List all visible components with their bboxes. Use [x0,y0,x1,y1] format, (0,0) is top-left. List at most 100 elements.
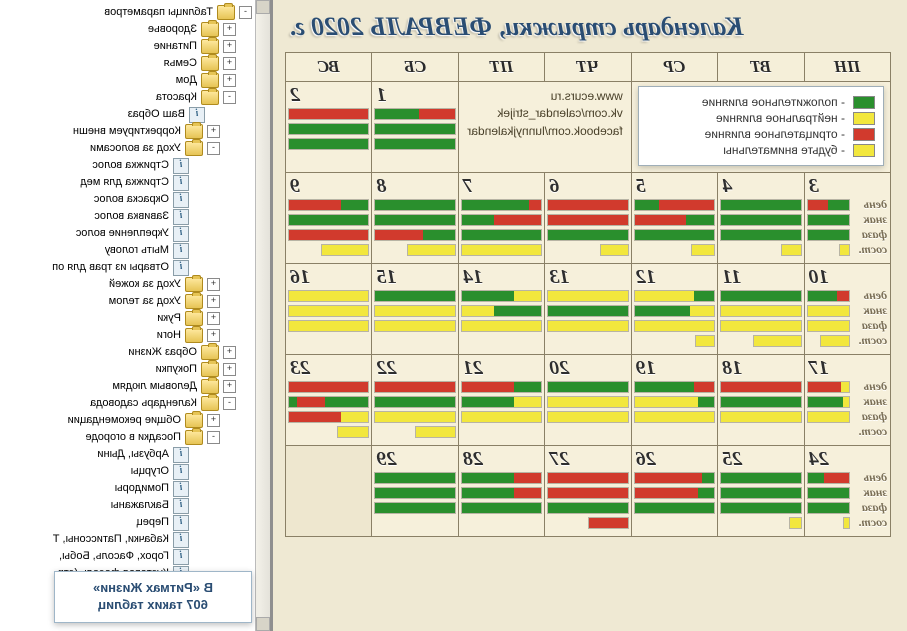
day-cell[interactable]: 26 [631,446,717,537]
expander-icon[interactable]: + [223,346,236,359]
expander-icon[interactable]: + [223,23,236,36]
day-cell[interactable]: 27 [545,446,631,537]
tree-folder[interactable]: +Уход за кожей [4,276,252,293]
expander-icon[interactable]: + [207,295,220,308]
bar-row [547,305,628,317]
tree-item[interactable]: Ваш Образ [4,106,252,123]
tree-item[interactable]: Отвары из трав для оп [4,259,252,276]
tree-folder[interactable]: -Посадки в огороде [4,429,252,446]
source-link[interactable]: vk.com/calendar_strijek [467,105,622,122]
day-cell[interactable]: 1 [372,82,458,173]
sidebar-scrollbar[interactable] [255,0,270,631]
source-link[interactable]: www.ecurs.ru [467,88,622,105]
tree-item[interactable]: Мыть голову [4,242,252,259]
tree-folder[interactable]: +Семья [4,55,252,72]
expander-icon[interactable]: + [207,312,220,325]
day-cell[interactable]: 6 [545,173,631,264]
expander-icon[interactable]: + [223,40,236,53]
tree-folder[interactable]: +Уход за телом [4,293,252,310]
day-cell[interactable]: 4 [718,173,804,264]
folder-icon [185,328,203,343]
bar-segment [698,397,714,407]
bars [634,472,715,517]
info-icon [173,498,189,514]
day-cell[interactable]: 18 [718,355,804,446]
tree-label: Руки [157,310,181,327]
tree-item[interactable]: Кабачки, Патиссоны, Т [4,531,252,548]
day-cell[interactable]: 11 [718,264,804,355]
tree-item[interactable]: Окраска волос [4,191,252,208]
expander-icon[interactable]: + [207,125,220,138]
day-cell[interactable]: 8 [372,173,458,264]
info-icon [173,209,189,225]
expander-icon[interactable]: - [207,142,220,155]
expander-icon[interactable]: - [223,91,236,104]
bar-row [374,123,455,135]
tree-folder[interactable]: +Образ Жизни [4,344,252,361]
expander-icon[interactable]: + [207,414,220,427]
day-cell[interactable]: 20 [545,355,631,446]
tree-label: Отвары из трав для оп [52,259,169,276]
tree-folder[interactable]: +Здоровье [4,21,252,38]
tree-folder[interactable]: +Деловым людям [4,378,252,395]
tree-folder[interactable]: + Руки [4,310,252,327]
expander-icon[interactable]: - [223,397,236,410]
bar-row [807,381,850,393]
day-cell[interactable]: 12 [631,264,717,355]
tree-item[interactable]: Стрижка волос [4,157,252,174]
expander-icon[interactable]: + [223,57,236,70]
day-cell[interactable]: 9 [286,173,372,264]
day-cell[interactable]: 16 [286,264,372,355]
tree-item[interactable]: Помидоры [4,480,252,497]
bars [288,381,369,441]
bar-segment [514,473,542,483]
tree-item[interactable]: Укрепление волос [4,225,252,242]
bar-segment [289,397,297,407]
tree-item[interactable]: Огурцы [4,463,252,480]
bar-row [374,229,455,241]
day-cell[interactable]: 24деньзнакфазасост. [804,446,890,537]
expander-icon[interactable]: + [223,380,236,393]
expander-icon[interactable]: + [207,329,220,342]
tree-folder[interactable]: -Таблицы параметров [4,4,252,21]
day-cell[interactable]: 19 [631,355,717,446]
expander-icon[interactable]: + [223,363,236,376]
day-cell[interactable]: 29 [372,446,458,537]
day-cell[interactable]: 2 [286,82,372,173]
bar-segment [808,412,849,422]
day-cell[interactable]: 23 [286,355,372,446]
tree-folder[interactable]: -Уход за волосами [4,140,252,157]
tree-item[interactable]: Горох, Фасоль, Бобы, [4,548,252,565]
tree-item[interactable]: Стрижка для мед [4,174,252,191]
day-cell[interactable]: 28 [458,446,544,537]
expander-icon[interactable]: + [223,74,236,87]
day-cell[interactable]: 10деньзнакфазасост. [804,264,890,355]
tree-item[interactable]: Арбузы, Дыни [4,446,252,463]
day-cell[interactable]: 17деньзнакфазасост. [804,355,890,446]
source-link[interactable]: facebook.com/lunnyjkalendar [467,123,622,140]
bar-row [374,138,455,150]
expander-icon[interactable]: + [207,278,220,291]
tree-item[interactable]: Баклажаны [4,497,252,514]
day-cell[interactable]: 14 [458,264,544,355]
tree-folder[interactable]: +Дом [4,72,252,89]
tree-folder[interactable]: +Ноги [4,327,252,344]
tree-folder[interactable]: -Календарь садовода [4,395,252,412]
day-cell[interactable]: 22 [372,355,458,446]
day-cell[interactable]: 25 [718,446,804,537]
day-cell[interactable]: 5 [631,173,717,264]
day-cell[interactable]: 13 [545,264,631,355]
expander-icon[interactable]: - [239,6,252,19]
tree-item[interactable]: Перец [4,514,252,531]
tree-item[interactable]: Завивка волос [4,208,252,225]
day-cell[interactable]: 15 [372,264,458,355]
day-cell[interactable]: 7 [458,173,544,264]
tree-folder[interactable]: +Покупки [4,361,252,378]
expander-icon[interactable]: - [207,431,220,444]
tree-folder[interactable]: +Питание [4,38,252,55]
day-cell[interactable]: 21 [458,355,544,446]
tree-folder[interactable]: +Корректируем внешн [4,123,252,140]
tree-folder[interactable]: +Общие рекомендации [4,412,252,429]
day-cell[interactable]: 3деньзнакфазасост. [804,173,890,264]
tree-folder[interactable]: -Красота [4,89,252,106]
